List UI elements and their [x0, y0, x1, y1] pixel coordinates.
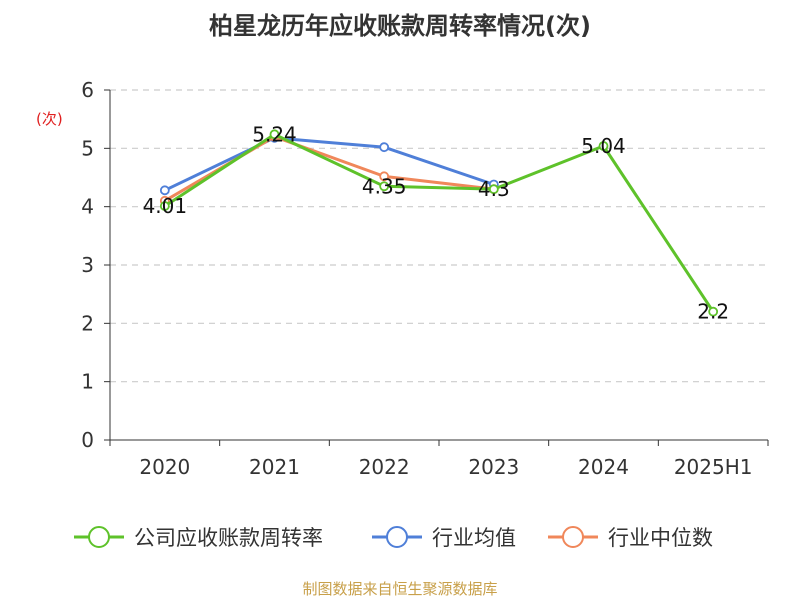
- data-label: 2.2: [697, 300, 729, 324]
- data-point: [379, 181, 390, 192]
- legend-marker: [386, 526, 408, 548]
- x-tick-label: 2025H1: [674, 455, 753, 479]
- data-point: [379, 142, 390, 153]
- y-tick-label: 1: [81, 370, 94, 394]
- legend-label: 公司应收账款周转率: [134, 526, 323, 550]
- legend-label: 行业中位数: [608, 526, 713, 550]
- data-label: 5.24: [252, 122, 297, 146]
- data-label-layer: 4.01 5.24 4.35 4.3 5.04 2.2: [143, 122, 730, 323]
- data-label: 4.01: [143, 194, 188, 218]
- y-tick-label: 4: [81, 195, 94, 219]
- y-tick-label: 2: [81, 311, 94, 335]
- legend-label: 行业均值: [432, 526, 516, 550]
- x-tick-label: 2023: [468, 455, 519, 479]
- series-line: [164, 136, 495, 192]
- data-point: [159, 201, 170, 211]
- data-label: 4.35: [362, 174, 407, 198]
- data-point: [159, 185, 170, 196]
- data-label: 4.3: [478, 177, 510, 201]
- axis-layer: 0 1 2 3 4 5 6 2020 2021 2022 2023 2024 2025H1: [81, 78, 769, 479]
- legend-marker: [562, 526, 584, 548]
- y-tick-label: 6: [81, 78, 94, 102]
- x-tick-label: 2020: [139, 455, 190, 479]
- data-point: [598, 141, 609, 151]
- y-tick-label: 5: [81, 136, 94, 160]
- data-point: [379, 171, 390, 182]
- y-tick-label: 3: [81, 253, 94, 277]
- x-tick-label: 2022: [359, 455, 410, 479]
- legend-marker: [88, 526, 110, 548]
- data-point: [708, 306, 719, 317]
- series-line: [164, 132, 715, 313]
- data-point: [269, 129, 280, 140]
- chart-title: 柏星龙历年应收账款周转率情况(次): [209, 12, 591, 40]
- grid-layer: [110, 89, 768, 383]
- source-note: 制图数据来自恒生聚源数据库: [302, 580, 498, 598]
- legend: 公司应收账款周转率 行业均值 行业中位数: [74, 526, 713, 550]
- x-tick-label: 2024: [578, 455, 629, 479]
- x-tick-label: 2021: [249, 455, 300, 479]
- data-point: [488, 184, 499, 195]
- y-tick-label: 0: [81, 428, 94, 452]
- series-layer: [159, 129, 719, 317]
- data-label: 5.04: [581, 134, 626, 158]
